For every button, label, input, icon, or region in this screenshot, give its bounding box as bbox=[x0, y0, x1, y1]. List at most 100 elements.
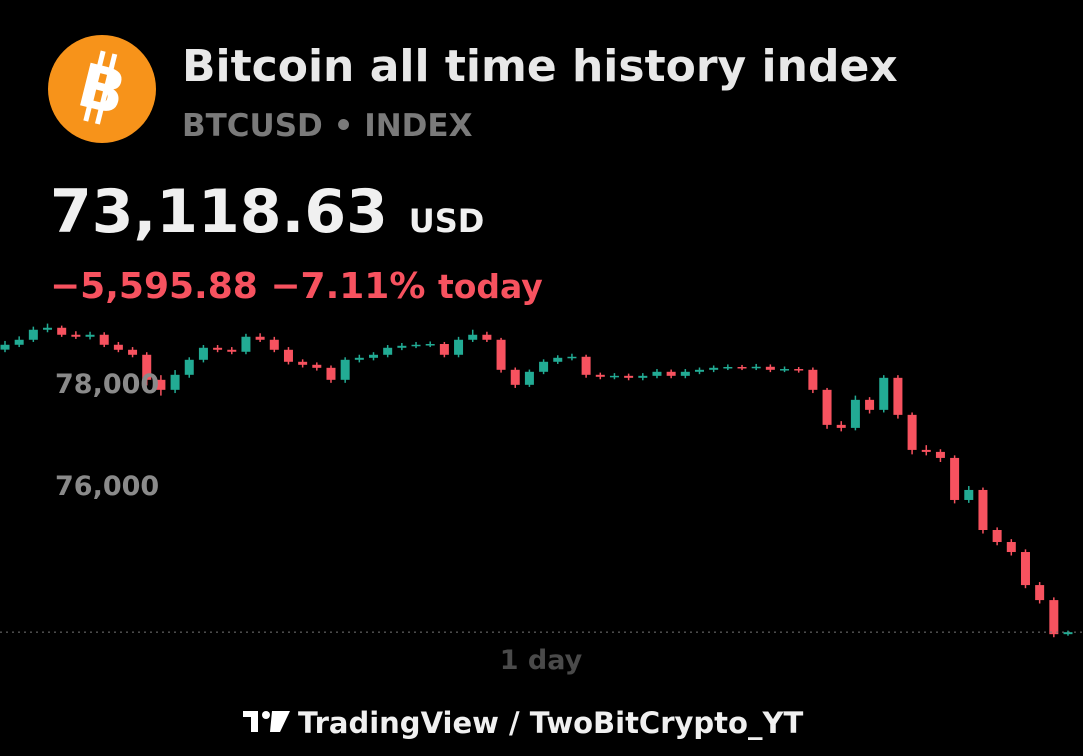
candle-body bbox=[227, 349, 237, 352]
candle-body bbox=[482, 334, 492, 340]
candle-body bbox=[213, 347, 223, 350]
candle-body bbox=[425, 344, 435, 346]
tradingview-logo bbox=[243, 711, 290, 732]
separator: • bbox=[334, 108, 354, 144]
candle-body bbox=[893, 377, 903, 415]
candle-body bbox=[1006, 542, 1016, 553]
candle-body bbox=[850, 399, 860, 428]
candle-body bbox=[255, 336, 265, 340]
candle-body bbox=[737, 366, 747, 369]
candle-body bbox=[510, 369, 520, 385]
candle-body bbox=[780, 369, 790, 371]
candle-body bbox=[340, 359, 350, 380]
title: Bitcoin all time history index bbox=[182, 41, 898, 92]
candle-body bbox=[128, 349, 138, 355]
candle-body bbox=[14, 339, 24, 345]
market: INDEX bbox=[364, 108, 472, 144]
candle-body bbox=[964, 489, 974, 500]
symbol: BTCUSD bbox=[182, 108, 323, 144]
candle-body bbox=[992, 530, 1002, 543]
candle-body bbox=[283, 349, 293, 362]
candle-body bbox=[298, 361, 308, 365]
candle-body bbox=[723, 366, 733, 369]
candle-body bbox=[808, 369, 818, 390]
candle-body bbox=[269, 339, 279, 350]
candle-body bbox=[198, 347, 208, 360]
candle-body bbox=[142, 354, 152, 380]
change-percent: −7.11% bbox=[270, 266, 425, 307]
y-tick-label: 76,000 bbox=[55, 471, 159, 502]
candle-body bbox=[57, 327, 67, 335]
candle-body bbox=[567, 356, 577, 359]
logo bbox=[48, 35, 156, 143]
candle-body bbox=[397, 345, 407, 348]
candle-body bbox=[99, 334, 109, 345]
candle-body bbox=[709, 367, 719, 370]
candle-body bbox=[326, 367, 336, 380]
candle-body bbox=[652, 371, 662, 376]
candle-body bbox=[822, 389, 832, 425]
candle-body bbox=[383, 347, 393, 355]
candle-body bbox=[765, 366, 775, 370]
candle-body bbox=[921, 449, 931, 452]
price-line: 73,118.63 USD bbox=[50, 177, 484, 247]
subtitle: BTCUSD • INDEX bbox=[182, 108, 473, 144]
candle-body bbox=[369, 354, 379, 358]
candle-body bbox=[113, 344, 123, 350]
candle-body bbox=[978, 489, 988, 531]
logo-stroke bbox=[83, 50, 106, 122]
logo-part bbox=[270, 711, 290, 732]
currency: USD bbox=[409, 202, 485, 240]
candle-body bbox=[454, 339, 464, 355]
candle-body bbox=[609, 375, 619, 378]
candle-body bbox=[553, 357, 563, 362]
candle-body bbox=[524, 371, 534, 385]
candle-body bbox=[354, 357, 364, 360]
candle-body bbox=[468, 334, 478, 340]
separator: / bbox=[509, 706, 520, 740]
change-line: −5,595.88 −7.11% today bbox=[50, 266, 543, 307]
price: 73,118.63 bbox=[50, 177, 388, 247]
author: TwoBitCrypto_YT bbox=[530, 706, 804, 740]
candle-body bbox=[411, 344, 421, 347]
candle-body bbox=[1035, 585, 1045, 601]
candle-body bbox=[950, 457, 960, 500]
footer: TradingView / TwoBitCrypto_YT bbox=[298, 706, 803, 740]
y-tick-label: 78,000 bbox=[55, 369, 159, 400]
candle-body bbox=[694, 369, 704, 372]
timeframe: 1 day bbox=[500, 645, 583, 676]
candle-body bbox=[666, 371, 676, 376]
candle-body bbox=[170, 374, 180, 390]
candle-body bbox=[794, 369, 804, 371]
candle-body bbox=[624, 375, 634, 378]
candle-body bbox=[680, 371, 690, 376]
logo-stroke bbox=[94, 53, 118, 125]
candle-body bbox=[879, 377, 889, 410]
candle-body bbox=[43, 327, 53, 330]
logo-part bbox=[243, 711, 258, 717]
candle-body bbox=[0, 344, 10, 350]
candle-body bbox=[1020, 552, 1030, 586]
candle-body bbox=[1049, 600, 1059, 635]
logo-part bbox=[262, 711, 270, 719]
logo-part bbox=[251, 711, 258, 732]
candle-body bbox=[85, 334, 95, 337]
candle-body bbox=[439, 344, 449, 355]
period: today bbox=[438, 267, 543, 306]
candle-body bbox=[156, 379, 166, 390]
candle-body bbox=[312, 364, 322, 368]
candle-body bbox=[907, 414, 917, 450]
candle-body bbox=[71, 334, 81, 337]
candle-body bbox=[865, 399, 875, 410]
brand: TradingView bbox=[298, 706, 499, 740]
candle-body bbox=[751, 366, 761, 369]
candle-body bbox=[638, 375, 648, 378]
candle-body bbox=[28, 329, 38, 340]
chart: 76,000 78,000 bbox=[0, 323, 1083, 638]
candle-body bbox=[836, 424, 846, 428]
candle-body bbox=[496, 339, 506, 370]
candle-body bbox=[241, 336, 251, 352]
candle-body bbox=[184, 359, 194, 375]
